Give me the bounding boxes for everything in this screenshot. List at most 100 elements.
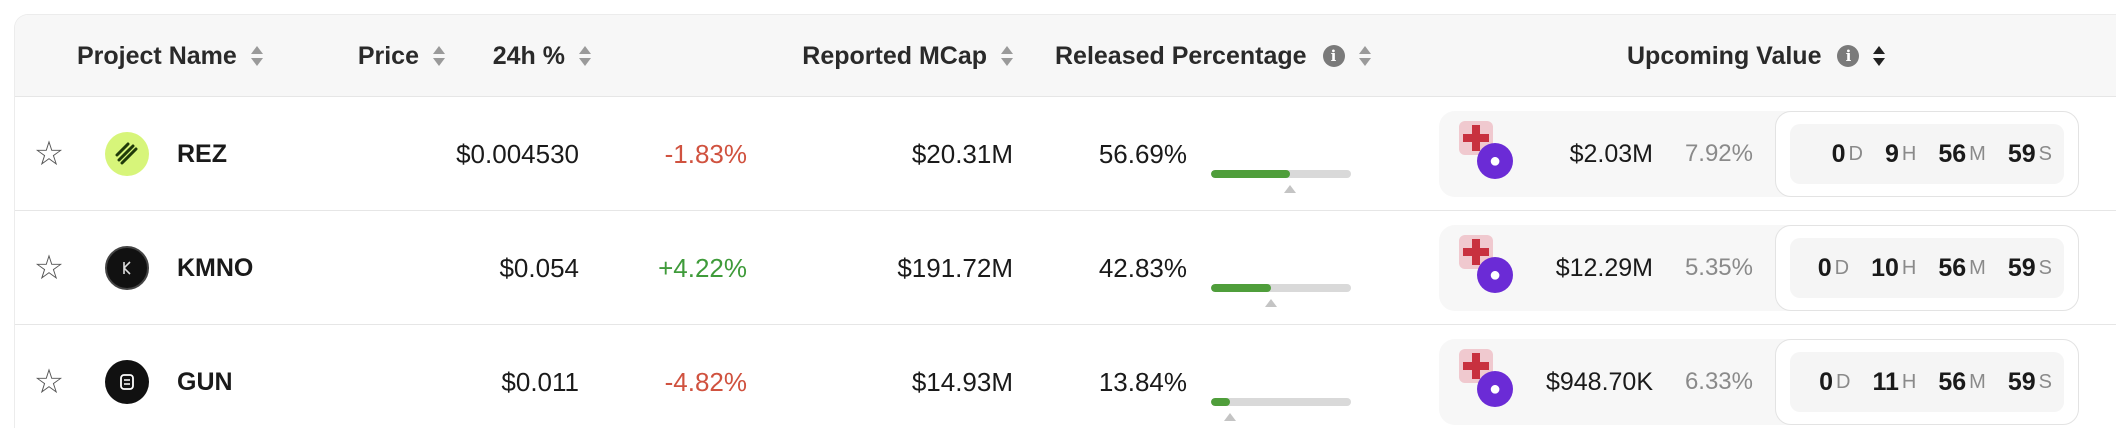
gun-logo-mark	[120, 374, 134, 390]
col-24h-label: 24h %	[492, 41, 565, 70]
countdown-hours: 11	[1872, 367, 1899, 396]
sort-icon[interactable]	[433, 44, 445, 68]
countdown-seconds: 59	[2007, 139, 2036, 168]
sort-icon[interactable]	[579, 44, 591, 68]
sort-icon[interactable]	[1358, 44, 1371, 68]
plus-icon	[1459, 121, 1493, 155]
released-progress-marker	[1224, 413, 1237, 421]
unlock-icon: ●	[1459, 235, 1515, 299]
countdown-days: 0	[1819, 367, 1834, 396]
reported-mcap-value: $20.31M	[911, 138, 1013, 169]
change-24h-value: -4.82%	[664, 366, 747, 397]
col-reported-mcap[interactable]: Reported MCap	[615, 15, 1013, 97]
table-row[interactable]: ☆ REZ $0.004530 -1.83% $20.31M 56.69% ● …	[15, 97, 2116, 211]
released-progress-marker	[1264, 299, 1277, 307]
released-percentage-value: 13.84%	[1098, 366, 1187, 397]
project-name[interactable]: REZ	[177, 139, 227, 168]
table-header: Project Name Price 24h % Reported MCap R…	[15, 15, 2116, 97]
col-price[interactable]: Price	[315, 15, 445, 97]
rez-logo-mark	[115, 142, 138, 165]
countdown-seconds-unit: S	[2038, 370, 2052, 393]
kmno-logo-mark	[123, 261, 131, 275]
countdown-minutes-unit: M	[1969, 142, 1986, 165]
rez-logo	[105, 132, 149, 176]
countdown-days-unit: D	[1836, 370, 1851, 393]
countdown-days: 0	[1831, 139, 1846, 168]
upcoming-value-percentage: 7.92%	[1684, 140, 1753, 167]
price-value: $0.054	[499, 252, 579, 283]
info-icon[interactable]: i	[1322, 45, 1345, 67]
unlock-icon: ●	[1459, 349, 1515, 413]
table-row[interactable]: ☆ KMNO $0.054 +4.22% $191.72M 42.83% ● $…	[15, 211, 2116, 325]
gun-logo	[105, 360, 149, 404]
col-reported-mcap-label: Reported MCap	[802, 41, 987, 70]
reported-mcap-value: $14.93M	[911, 366, 1013, 397]
released-progress-fill	[1211, 284, 1271, 292]
upcoming-value-amount: $12.29M	[1555, 253, 1653, 282]
star-outline-icon[interactable]: ☆	[33, 135, 65, 173]
project-name[interactable]: GUN	[177, 367, 233, 396]
countdown-minutes-unit: M	[1969, 256, 1986, 279]
col-24h[interactable]: 24h %	[455, 15, 591, 97]
col-released-percentage-label: Released Percentage	[1055, 41, 1307, 70]
col-released-percentage[interactable]: Released Percentage i	[1055, 15, 1371, 97]
star-outline-icon[interactable]: ☆	[33, 249, 65, 287]
change-24h-value: -1.83%	[664, 138, 747, 169]
countdown-seconds-unit: S	[2038, 256, 2052, 279]
released-progress-fill	[1211, 398, 1231, 406]
countdown-minutes: 56	[1938, 253, 1967, 282]
released-progress-bar	[1211, 170, 1351, 178]
kmno-logo	[105, 246, 149, 290]
released-progress-bar	[1211, 398, 1351, 406]
change-24h-value: +4.22%	[658, 252, 747, 283]
countdown-seconds: 59	[2007, 367, 2036, 396]
released-progress-fill	[1211, 170, 1291, 178]
unlock-icon: ●	[1459, 121, 1515, 185]
col-upcoming-value-label: Upcoming Value	[1627, 41, 1822, 70]
sort-icon[interactable]	[1873, 44, 1886, 68]
person-icon: ●	[1477, 257, 1513, 293]
col-price-label: Price	[357, 41, 419, 70]
token-unlock-table: Project Name Price 24h % Reported MCap R…	[14, 14, 2116, 428]
sort-icon[interactable]	[250, 44, 263, 68]
sort-icon[interactable]	[1001, 44, 1013, 68]
upcoming-value-percentage: 5.35%	[1684, 254, 1753, 281]
col-project-name-label: Project Name	[77, 41, 237, 70]
released-percentage-value: 56.69%	[1098, 138, 1187, 169]
released-progress-bar	[1211, 284, 1351, 292]
info-icon[interactable]: i	[1837, 45, 1860, 67]
person-icon: ●	[1477, 371, 1513, 407]
project-name[interactable]: KMNO	[177, 253, 254, 282]
col-project-name[interactable]: Project Name	[77, 15, 263, 97]
countdown-hours: 10	[1871, 253, 1899, 282]
countdown-days-unit: D	[1848, 142, 1863, 165]
countdown-seconds-unit: S	[2038, 142, 2052, 165]
col-upcoming-value[interactable]: Upcoming Value i	[1627, 15, 1886, 97]
price-value: $0.011	[501, 366, 579, 397]
person-icon: ●	[1477, 143, 1513, 179]
table-row[interactable]: ☆ GUN $0.011 -4.82% $14.93M 13.84% ● $94…	[15, 325, 2116, 428]
countdown-minutes: 56	[1938, 367, 1967, 396]
released-progress-marker	[1284, 185, 1297, 193]
released-percentage-value: 42.83%	[1098, 252, 1187, 283]
countdown-days-unit: D	[1834, 256, 1850, 279]
upcoming-value-amount: $2.03M	[1569, 139, 1653, 168]
countdown-seconds: 59	[2007, 253, 2036, 282]
countdown-hours-unit: H	[1901, 142, 1917, 165]
countdown-minutes-unit: M	[1969, 370, 1986, 393]
price-value: $0.004530	[456, 138, 579, 169]
star-outline-icon[interactable]: ☆	[33, 363, 65, 401]
countdown-days: 0	[1817, 253, 1832, 282]
countdown-hours-unit: H	[1901, 370, 1917, 393]
countdown-minutes: 56	[1938, 139, 1967, 168]
countdown-hours-unit: H	[1901, 256, 1917, 279]
